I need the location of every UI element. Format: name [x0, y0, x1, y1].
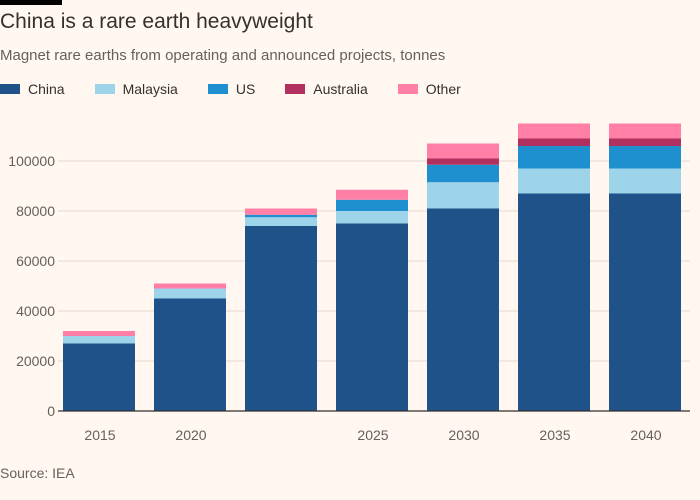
legend-item-us: US: [207, 81, 256, 97]
bar-segment-other: [63, 331, 135, 336]
stacked-bar-chart: 0 20000 40000 60000 80000 100000 2015 2020 2025 2…: [8, 123, 690, 443]
legend: China Malaysia US Australia Other: [0, 80, 461, 98]
y-tick-label: 60000: [16, 253, 55, 269]
legend-swatch-us: [207, 84, 228, 94]
y-tick-label: 0: [47, 403, 55, 419]
bar-segment-china: [609, 193, 681, 411]
legend-label-malaysia: Malaysia: [122, 81, 178, 97]
legend-label-australia: Australia: [313, 81, 368, 97]
bar-segment-us: [518, 146, 590, 169]
legend-item-other: Other: [397, 81, 461, 97]
bar-segment-other: [427, 143, 499, 159]
bar-segment-china: [154, 298, 226, 411]
bar-segment-china: [427, 208, 499, 411]
legend-label-us: US: [235, 81, 256, 97]
bar-segment-malaysia: [336, 211, 408, 224]
legend-label-other: Other: [425, 81, 461, 97]
x-tick-label: 2040: [630, 427, 661, 443]
legend-swatch-china: [0, 84, 20, 94]
bar-segment-china: [63, 343, 135, 411]
chart-title: China is a rare earth heavyweight: [0, 10, 313, 33]
bar-segment-malaysia: [427, 182, 499, 209]
brand-bar: [0, 0, 62, 5]
bar-segment-other: [154, 283, 226, 289]
legend-item-australia: Australia: [285, 81, 368, 97]
chart-subtitle: Magnet rare earths from operating and an…: [0, 47, 446, 64]
legend-item-china: China: [0, 81, 65, 97]
x-tick-label: 2035: [539, 427, 570, 443]
y-tick-label: 20000: [16, 353, 55, 369]
bar-segment-malaysia: [63, 336, 135, 344]
y-tick-label: 80000: [16, 203, 55, 219]
bar-segment-china: [245, 226, 317, 411]
x-tick-label: 2020: [175, 427, 206, 443]
x-tick-label: 2030: [448, 427, 479, 443]
bar-segment-other: [336, 189, 408, 200]
source-note: Source: IEA: [0, 465, 75, 481]
bar-segment-other: [518, 123, 590, 139]
bar-segment-us: [245, 214, 317, 218]
bar-segment-malaysia: [609, 168, 681, 194]
bar-segment-australia: [518, 138, 590, 146]
legend-swatch-other: [397, 84, 418, 94]
bar-segment-malaysia: [518, 168, 590, 194]
bar-segment-malaysia: [154, 288, 226, 299]
bar-segment-us: [427, 164, 499, 183]
bar-segment-australia: [427, 158, 499, 165]
x-tick-label: 2015: [84, 427, 115, 443]
bar-segment-australia: [609, 138, 681, 146]
bar-segment-us: [609, 146, 681, 169]
bar-segment-us: [336, 199, 408, 211]
bar-segment-other: [245, 208, 317, 215]
legend-label-china: China: [28, 81, 65, 97]
x-tick-label: 2025: [357, 427, 388, 443]
bar-segment-malaysia: [245, 217, 317, 226]
legend-swatch-malaysia: [94, 84, 115, 94]
bar-segment-other: [609, 123, 681, 139]
legend-swatch-australia: [285, 84, 306, 94]
bar-segment-china: [336, 223, 408, 411]
y-tick-label: 100000: [8, 153, 55, 169]
legend-item-malaysia: Malaysia: [94, 81, 178, 97]
bar-segment-china: [518, 193, 590, 411]
y-tick-label: 40000: [16, 303, 55, 319]
